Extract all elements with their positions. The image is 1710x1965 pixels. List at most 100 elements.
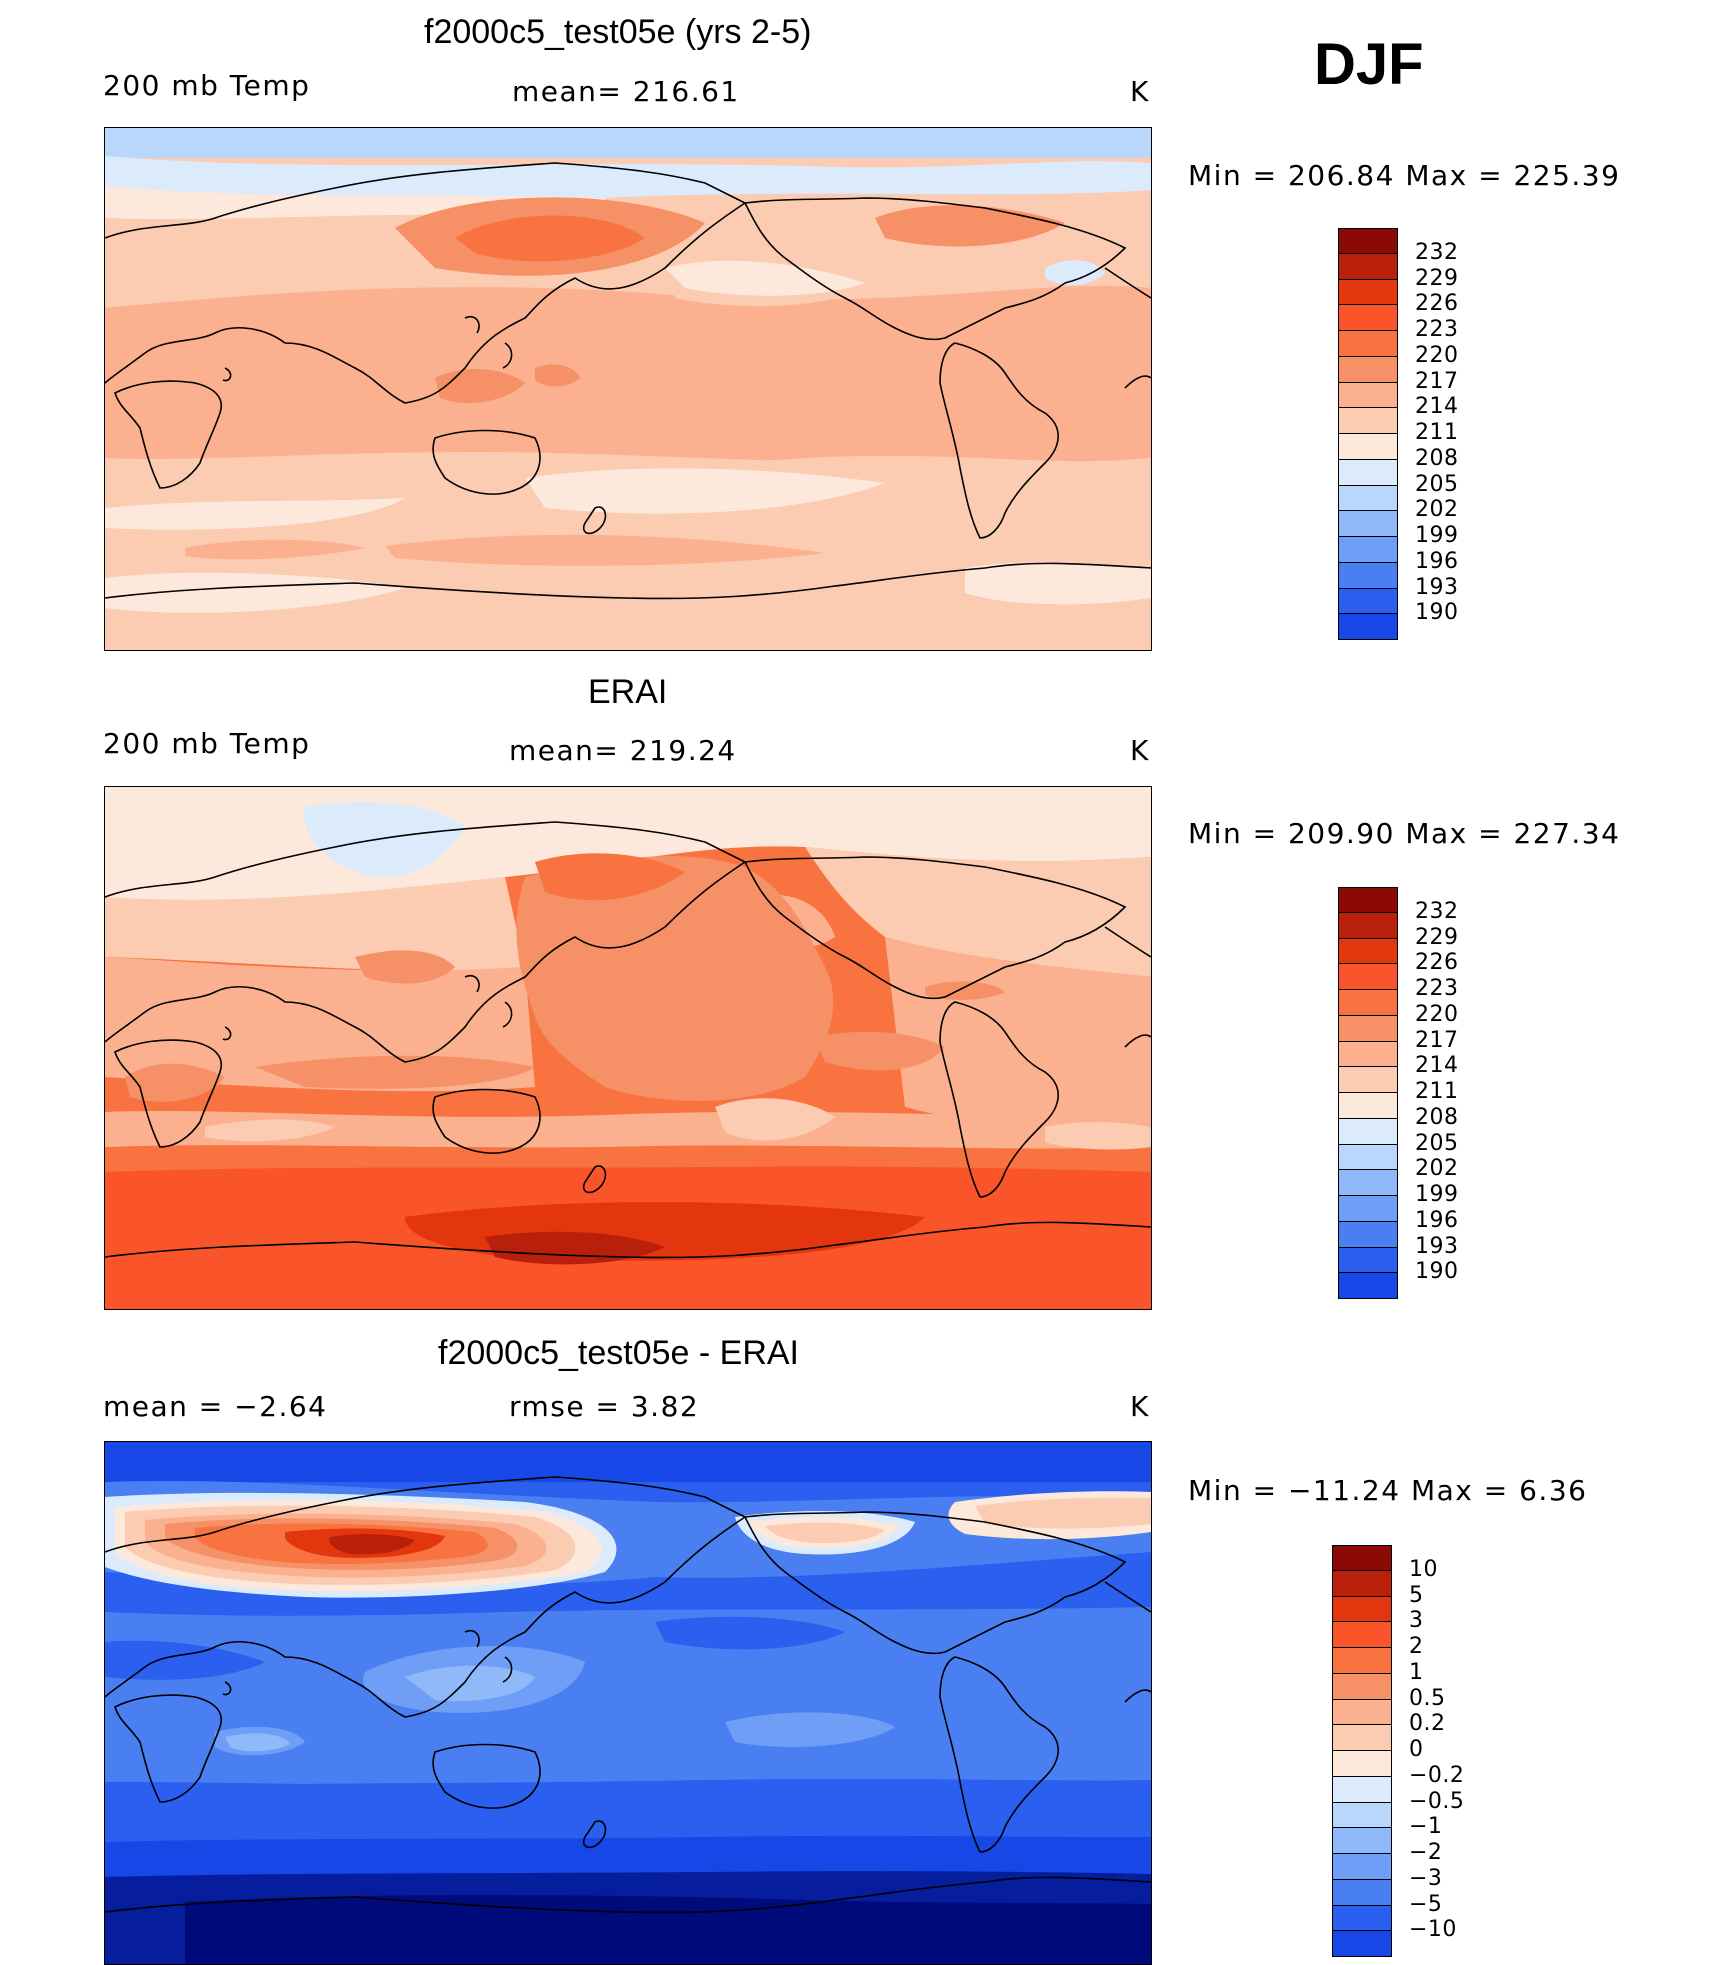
legend-swatch: [1338, 990, 1398, 1016]
legend-swatch: [1332, 1725, 1392, 1752]
legend-tick-label: 202: [1415, 497, 1459, 523]
season-label: DJF: [1314, 32, 1424, 97]
legend-swatch: [1338, 1015, 1398, 1042]
legend-swatch: [1332, 1751, 1392, 1777]
legend-tick-label: 232: [1415, 239, 1459, 265]
legend-swatch: [1332, 1776, 1392, 1803]
legend-tick-label: 223: [1415, 976, 1459, 1001]
legend-tick-label: 217: [1415, 1027, 1459, 1053]
panel3-minmax: Min = −11.24 Max = 6.36: [1188, 1474, 1588, 1507]
panel2-title: ERAI: [588, 673, 668, 711]
legend-tick-label: 3: [1409, 1608, 1424, 1634]
legend-swatch: [1338, 511, 1398, 538]
legend-swatch: [1332, 1545, 1392, 1571]
legend-tick-label: 202: [1415, 1156, 1459, 1182]
panel1-units: K: [1130, 75, 1150, 108]
legend-tick-label: 0.2: [1409, 1711, 1446, 1737]
panel2-variable-label: 200 mb Temp: [103, 727, 311, 760]
legend-tick-label: 205: [1415, 1130, 1459, 1156]
legend-tick-label: −10: [1409, 1917, 1457, 1943]
legend-swatch: [1338, 938, 1398, 965]
legend-tick-label: 229: [1415, 924, 1459, 950]
legend-swatch: [1338, 331, 1398, 357]
legend-tick-label: 190: [1415, 600, 1459, 626]
legend-swatch: [1338, 1247, 1398, 1274]
legend-tick-label: 208: [1415, 1104, 1459, 1130]
legend-tick-label: 193: [1415, 574, 1459, 600]
legend-swatch: [1332, 1699, 1392, 1726]
legend-swatch: [1338, 1170, 1398, 1197]
legend-tick-label: 190: [1415, 1259, 1459, 1285]
legend-tick-label: 232: [1415, 898, 1459, 924]
legend-tick-label: 5: [1409, 1582, 1424, 1608]
legend-tick-label: 10: [1409, 1556, 1438, 1582]
legend-swatch: [1338, 382, 1398, 409]
legend-swatch: [1332, 1905, 1392, 1932]
legend-tick-label: 205: [1415, 471, 1459, 497]
panel3-title: f2000c5_test05e - ERAI: [438, 1334, 800, 1372]
legend-tick-label: 2: [1409, 1634, 1424, 1659]
legend-swatch: [1332, 1596, 1392, 1623]
legend-swatch: [1332, 1570, 1392, 1597]
legend-swatch: [1338, 1273, 1398, 1300]
legend-swatch: [1338, 485, 1398, 512]
panel3-mean-label: mean = −2.64: [103, 1390, 328, 1423]
legend-tick-label: 199: [1415, 1182, 1459, 1207]
legend-tick-label: 208: [1415, 445, 1459, 471]
legend-tick-label: 193: [1415, 1233, 1459, 1259]
legend-tick-label: 199: [1415, 523, 1459, 548]
legend-swatch: [1338, 408, 1398, 435]
legend-swatch: [1332, 1648, 1392, 1674]
panel1-minmax: Min = 206.84 Max = 225.39: [1188, 159, 1621, 192]
legend-tick-label: 223: [1415, 317, 1459, 342]
legend-swatch: [1338, 1067, 1398, 1094]
legend-swatch: [1332, 1854, 1392, 1880]
legend-tick-label: 196: [1415, 548, 1459, 574]
panel1-mean-label: mean= 216.61: [512, 75, 740, 108]
legend-tick-label: −5: [1409, 1891, 1443, 1917]
legend-tick-label: −3: [1409, 1865, 1443, 1891]
legend-tick-label: 229: [1415, 265, 1459, 291]
legend-tick-label: 214: [1415, 1053, 1459, 1079]
legend-swatch: [1338, 356, 1398, 383]
legend-swatch: [1338, 1144, 1398, 1171]
legend-swatch: [1338, 1196, 1398, 1222]
panel2-mean-label: mean= 219.24: [509, 734, 737, 767]
legend-swatch: [1332, 1622, 1392, 1649]
legend-swatch: [1338, 537, 1398, 563]
legend-tick-label: 220: [1415, 1001, 1459, 1027]
legend-tick-label: 196: [1415, 1207, 1459, 1233]
legend-tick-label: 1: [1409, 1659, 1424, 1685]
legend-tick-label: 211: [1415, 1079, 1459, 1104]
legend-swatch: [1338, 588, 1398, 615]
legend-swatch: [1338, 228, 1398, 254]
legend-swatch: [1338, 912, 1398, 939]
legend-tick-label: 0.5: [1409, 1685, 1446, 1711]
legend-tick-label: 220: [1415, 342, 1459, 368]
legend-swatch: [1338, 459, 1398, 486]
legend-tick-label: 226: [1415, 291, 1459, 317]
legend-tick-label: 214: [1415, 394, 1459, 420]
legend-swatch: [1332, 1673, 1392, 1700]
panel2-map: [104, 786, 1152, 1310]
legend-tick-label: −1: [1409, 1814, 1443, 1840]
panel2-units: K: [1130, 734, 1150, 767]
legend-tick-label: −0.2: [1409, 1762, 1465, 1788]
legend-swatch: [1338, 279, 1398, 306]
panel3-units: K: [1130, 1390, 1150, 1423]
legend-swatch: [1338, 305, 1398, 332]
panel1-variable-label: 200 mb Temp: [103, 69, 311, 102]
legend-swatch: [1332, 1802, 1392, 1829]
legend-tick-label: −2: [1409, 1840, 1443, 1865]
legend-tick-label: 211: [1415, 420, 1459, 445]
legend-tick-label: −0.5: [1409, 1788, 1465, 1814]
legend-tick-label: 0: [1409, 1737, 1424, 1762]
panel2-minmax: Min = 209.90 Max = 227.34: [1188, 817, 1621, 850]
panel1-title: f2000c5_test05e (yrs 2-5): [424, 13, 812, 51]
legend-swatch: [1338, 887, 1398, 913]
panel1-map: [104, 127, 1152, 651]
legend-swatch: [1332, 1879, 1392, 1906]
legend-swatch: [1338, 434, 1398, 460]
legend-swatch: [1338, 1221, 1398, 1248]
legend-swatch: [1338, 253, 1398, 280]
